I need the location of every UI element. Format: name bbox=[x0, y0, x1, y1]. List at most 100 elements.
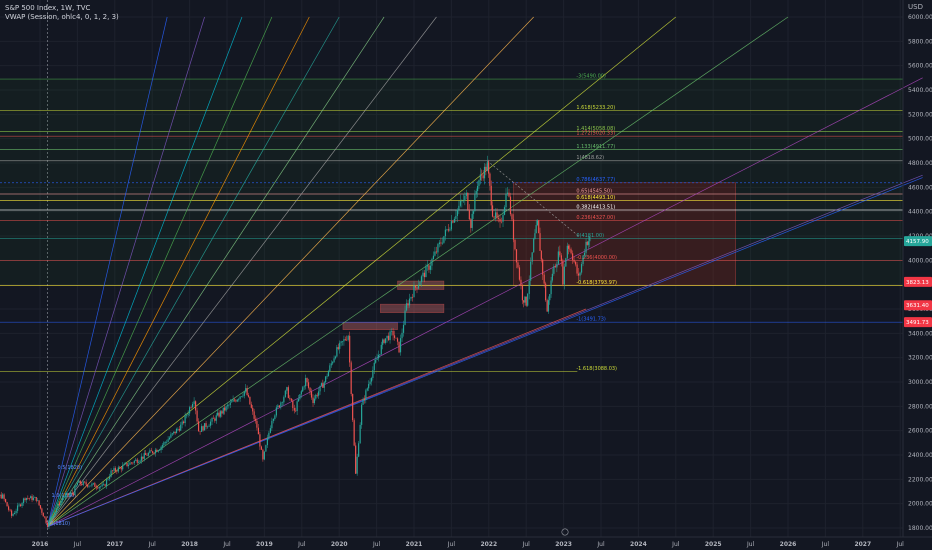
candle-body bbox=[252, 407, 254, 412]
candle-body bbox=[453, 218, 455, 223]
candle-body bbox=[414, 285, 417, 288]
candle-body bbox=[85, 482, 87, 485]
fan-line bbox=[47, 16, 310, 527]
candle-body bbox=[444, 229, 447, 237]
candle-body bbox=[524, 296, 526, 303]
fib-level-label: -0.618(3793.97) bbox=[576, 280, 617, 286]
candle-body bbox=[105, 479, 108, 486]
x-tick-label: 2025 bbox=[705, 541, 722, 548]
candle-body bbox=[171, 433, 173, 435]
candle-body bbox=[376, 358, 378, 360]
candle-body bbox=[32, 497, 35, 501]
candle-body bbox=[312, 397, 314, 404]
candle-body bbox=[271, 420, 273, 429]
candle-body bbox=[190, 407, 192, 408]
candle-body bbox=[266, 437, 268, 446]
candle-body bbox=[178, 428, 180, 431]
candle-body bbox=[81, 483, 83, 485]
x-tick-label: Jul bbox=[522, 541, 531, 548]
indicator-title[interactable]: VWAP (Session, ohlc4, 0, 1, 2, 3) bbox=[5, 13, 119, 21]
candle-body bbox=[380, 344, 382, 355]
candle-body bbox=[386, 335, 388, 339]
y-tick-label: 3400.00 bbox=[908, 330, 932, 337]
candle-body bbox=[533, 238, 535, 253]
candle-body bbox=[78, 480, 80, 483]
y-tick-label: 1800.00 bbox=[908, 525, 932, 532]
candle-body bbox=[543, 274, 545, 284]
candle-body bbox=[181, 421, 183, 425]
symbol-title[interactable]: S&P 500 Index, 1W, TVC bbox=[5, 4, 91, 12]
candle-body bbox=[368, 384, 370, 389]
candle-body bbox=[61, 497, 64, 501]
candle-body bbox=[71, 492, 73, 494]
candle-body bbox=[525, 296, 527, 306]
candle-body bbox=[337, 347, 339, 349]
candle-body bbox=[269, 428, 271, 433]
candle-body bbox=[274, 415, 276, 419]
candle-body bbox=[153, 453, 155, 454]
candle-body bbox=[402, 324, 405, 333]
x-tick-label: 2020 bbox=[331, 541, 348, 548]
candle-body bbox=[423, 272, 426, 278]
candle-body bbox=[233, 399, 236, 401]
candle-body bbox=[49, 518, 52, 521]
candle-body bbox=[375, 359, 377, 363]
candle-body bbox=[168, 437, 171, 440]
fib-level-label: -3(5490.00) bbox=[576, 74, 606, 80]
candle-body bbox=[336, 347, 338, 357]
candle-body bbox=[104, 484, 106, 486]
candle-body bbox=[429, 265, 432, 270]
candle-body bbox=[218, 412, 220, 417]
candle-body bbox=[51, 516, 53, 519]
candle-body bbox=[228, 405, 230, 406]
candle-body bbox=[262, 449, 264, 460]
candle-body bbox=[107, 479, 109, 480]
candle-body bbox=[358, 443, 360, 457]
candle-body bbox=[152, 451, 154, 454]
y-tick-label: 2000.00 bbox=[908, 501, 932, 508]
candle-body bbox=[3, 494, 5, 500]
candle-body bbox=[15, 510, 17, 514]
candle-body bbox=[563, 266, 565, 285]
candle-body bbox=[472, 211, 475, 214]
y-tick-label: 5000.00 bbox=[908, 136, 932, 143]
candle-body bbox=[330, 363, 332, 366]
candle-body bbox=[379, 354, 381, 355]
x-tick-label: Jul bbox=[297, 541, 306, 548]
candle-body bbox=[471, 213, 473, 228]
candle-body bbox=[147, 453, 150, 456]
candle-body bbox=[446, 229, 448, 230]
candle-body bbox=[290, 398, 292, 401]
fib-level-label: 0.786(4637.77) bbox=[576, 177, 615, 183]
candle-body bbox=[356, 456, 358, 474]
x-tick-label: 2023 bbox=[555, 541, 572, 548]
candle-body bbox=[63, 497, 65, 498]
candle-body bbox=[574, 261, 577, 265]
candle-body bbox=[302, 387, 304, 392]
fib-levels: -3(5490.00)1.618(5233.20)1.414(5058.08)1… bbox=[0, 74, 903, 372]
candle-body bbox=[530, 261, 532, 281]
candle-body bbox=[355, 445, 357, 474]
candle-body bbox=[217, 412, 219, 416]
fib-level-label: 1.133(4911.77) bbox=[576, 144, 615, 150]
candle-body bbox=[64, 494, 66, 498]
candle-body bbox=[249, 396, 251, 405]
candle-body bbox=[202, 426, 204, 431]
candle-body bbox=[373, 362, 375, 371]
candle-body bbox=[365, 390, 367, 400]
fan-line bbox=[47, 16, 205, 527]
candle-body bbox=[225, 406, 227, 411]
candle-body bbox=[505, 193, 507, 208]
candle-body bbox=[405, 303, 408, 311]
candle-body bbox=[0, 494, 2, 499]
x-tick-label: Jul bbox=[821, 541, 830, 548]
candle-body bbox=[546, 300, 548, 312]
candle-body bbox=[84, 481, 86, 483]
supply-zone bbox=[342, 322, 398, 330]
candle-body bbox=[199, 431, 201, 432]
candle-body bbox=[139, 460, 141, 462]
candle-body bbox=[382, 339, 384, 345]
fib-level-label: 0.65(4545.50) bbox=[576, 188, 612, 194]
candle-body bbox=[25, 498, 28, 501]
